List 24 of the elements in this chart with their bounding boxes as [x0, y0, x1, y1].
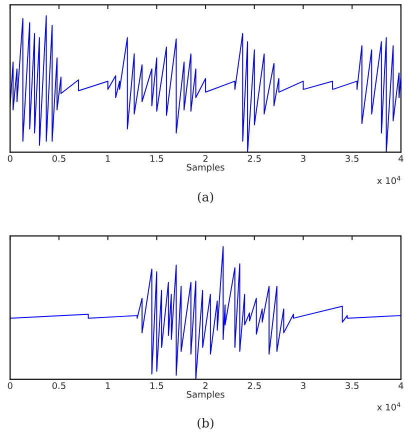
x-tick-label: 0.5	[52, 155, 66, 162]
text: x 10$^{4}$	[377, 402, 400, 411]
text: x 10$^{4}$	[377, 176, 400, 184]
x-tick-label: 1.5	[150, 155, 164, 162]
x-tick-label: 0	[8, 155, 12, 162]
x-tick-label: 1	[106, 382, 110, 389]
x-tick-label: 0	[8, 382, 12, 390]
x-tick-label: 2	[203, 155, 208, 162]
x-tick-label: 4	[398, 382, 404, 389]
x-tick-label: 2	[203, 382, 208, 389]
x-axis-title: Samples	[186, 164, 224, 172]
x-tick-label: 2.5	[248, 382, 261, 390]
x-tick-label: 3	[301, 155, 306, 162]
x-tick-label: 1	[106, 155, 110, 162]
x-tick-label: 2.5	[248, 155, 261, 162]
x-axis-title: Samples	[186, 390, 224, 400]
x-tick-label: 4	[398, 155, 404, 162]
x-tick-label: 1.5	[150, 382, 164, 390]
x-tick-label: 3	[301, 382, 306, 390]
x-tick-label: 3.5	[346, 155, 358, 162]
text: (b)	[198, 418, 214, 430]
text: (a)	[198, 192, 214, 204]
x-tick-label: 0.5	[52, 382, 66, 390]
x-tick-label: 3.5	[346, 382, 358, 390]
